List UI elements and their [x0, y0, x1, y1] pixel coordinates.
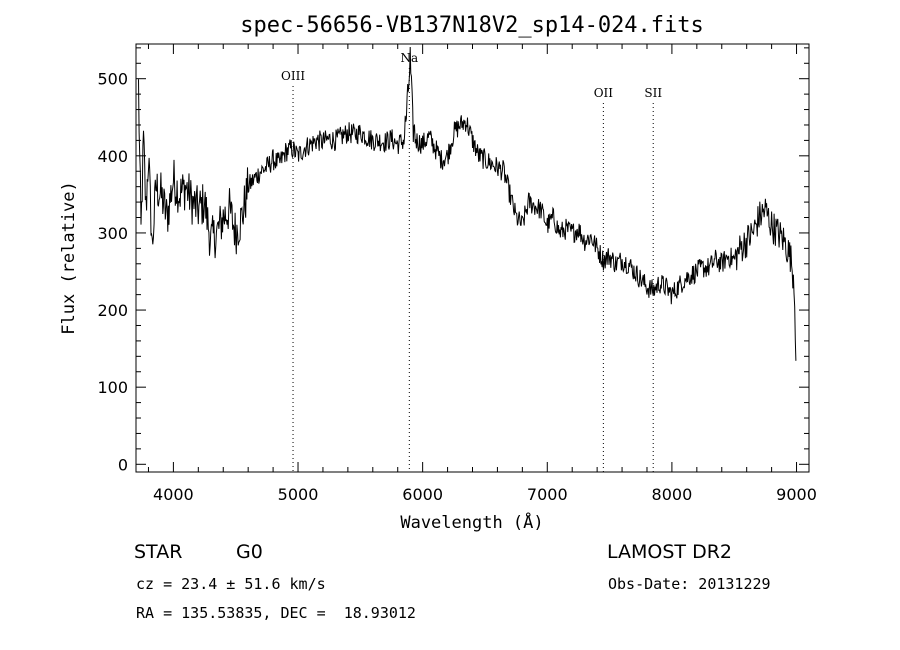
- x-tick-label: 5000: [278, 485, 319, 504]
- y-axis-label: Flux (relative): [59, 181, 79, 335]
- line-label-na: Na: [400, 51, 418, 65]
- y-tick-label: 200: [97, 301, 128, 320]
- x-tick-label: 4000: [153, 485, 194, 504]
- axis-ticks: 4000 5000 6000 7000 8000 9000 0 100 200 300 400 500: [97, 44, 817, 504]
- spectrum-series: [138, 46, 797, 361]
- spectrum-line-0: [138, 46, 797, 361]
- y-tick-label: 0: [118, 455, 128, 474]
- x-axis-label: Wavelength (Å): [400, 511, 543, 533]
- x-tick-label: 8000: [652, 485, 693, 504]
- y-tick-label: 300: [97, 224, 128, 243]
- survey-name: LAMOST DR2: [607, 541, 732, 563]
- y-tick-label: 500: [97, 70, 128, 89]
- redshift-text: cz = 23.4 ± 51.6 km/s: [136, 575, 326, 593]
- y-tick-label: 100: [97, 378, 128, 397]
- plot-frame: [135, 43, 810, 473]
- object-class: STAR: [134, 541, 183, 563]
- x-tick-label: 6000: [402, 485, 443, 504]
- chart-title: spec-56656-VB137N18V2_sp14-024.fits: [240, 13, 704, 38]
- object-subclass: G0: [236, 541, 263, 563]
- obs-date-text: Obs-Date: 20131229: [608, 575, 771, 593]
- line-label-oiii: OIII: [281, 69, 305, 83]
- line-label-oii: OII: [594, 86, 614, 100]
- x-tick-label: 7000: [527, 485, 568, 504]
- line-label-sii: SII: [644, 86, 662, 100]
- coordinates-text: RA = 135.53835, DEC = 18.93012: [136, 604, 416, 622]
- y-tick-label: 400: [97, 147, 128, 166]
- x-tick-label: 9000: [776, 485, 817, 504]
